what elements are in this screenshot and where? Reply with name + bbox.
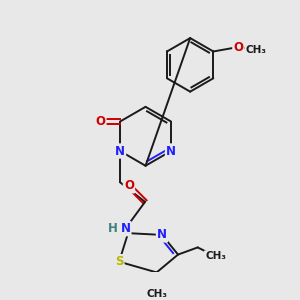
Text: N: N <box>166 145 176 158</box>
Text: N: N <box>157 228 167 242</box>
Text: N: N <box>115 145 125 158</box>
Text: O: O <box>95 115 105 128</box>
Text: O: O <box>233 40 243 53</box>
Text: CH₃: CH₃ <box>205 251 226 261</box>
Text: O: O <box>124 179 134 192</box>
Text: H: H <box>108 222 118 235</box>
Text: N: N <box>120 222 130 235</box>
Text: CH₃: CH₃ <box>246 45 267 55</box>
Text: CH₃: CH₃ <box>146 289 167 299</box>
Text: S: S <box>115 255 123 268</box>
